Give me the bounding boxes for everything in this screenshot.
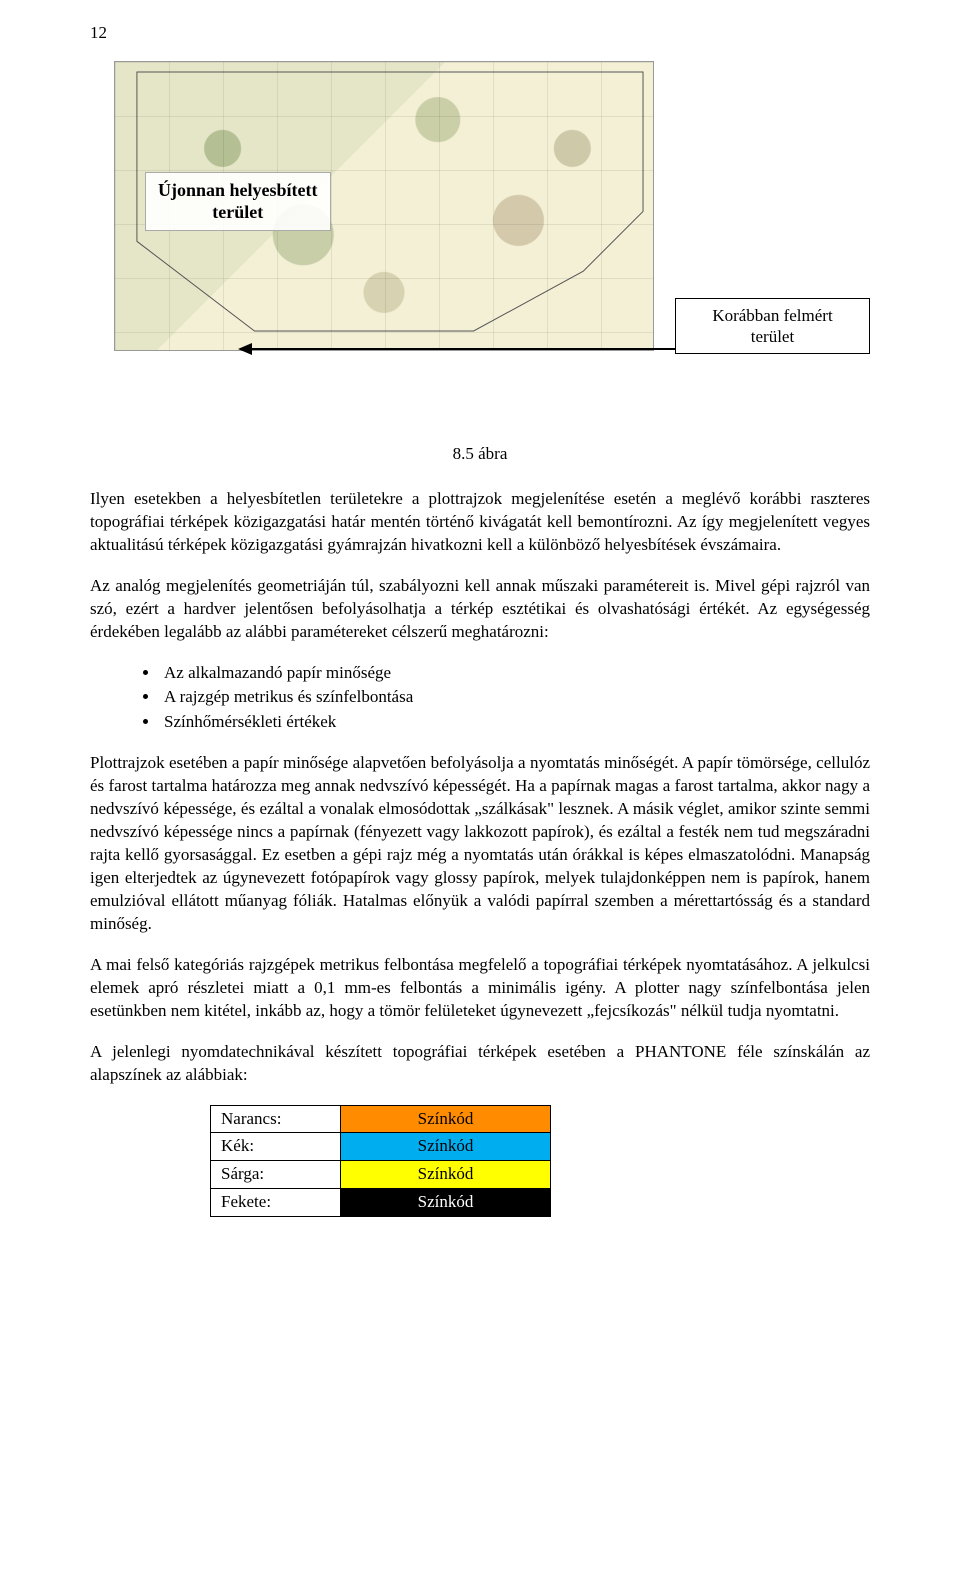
color-swatch-cell: Színkód xyxy=(341,1133,551,1161)
figure-area: Újonnan helyesbített terület Korábban fe… xyxy=(90,53,870,433)
color-name-cell: Fekete: xyxy=(211,1189,341,1217)
paragraph-5: A jelenlegi nyomdatechnikával készített … xyxy=(90,1041,870,1087)
bullet-list: Az alkalmazandó papír minősége A rajzgép… xyxy=(160,662,870,735)
table-row: Kék:Színkód xyxy=(211,1133,551,1161)
bullet-item: A rajzgép metrikus és színfelbontása xyxy=(160,686,870,709)
color-name-cell: Kék: xyxy=(211,1133,341,1161)
map-label-line2: terület xyxy=(212,202,263,222)
color-name-cell: Sárga: xyxy=(211,1161,341,1189)
paragraph-3: Plottrajzok esetében a papír minősége al… xyxy=(90,752,870,936)
color-table: Narancs:SzínkódKék:SzínkódSárga:SzínkódF… xyxy=(210,1105,551,1218)
table-row: Fekete:Színkód xyxy=(211,1189,551,1217)
page-number: 12 xyxy=(90,22,870,45)
bullet-item: Színhőmérsékleti értékek xyxy=(160,711,870,734)
color-swatch-cell: Színkód xyxy=(341,1105,551,1133)
callout-box: Korábban felmért terület xyxy=(675,298,870,355)
paragraph-1: Ilyen esetekben a helyesbítetlen terület… xyxy=(90,488,870,557)
callout-arrow xyxy=(240,348,680,350)
figure-caption: 8.5 ábra xyxy=(90,443,870,466)
table-row: Narancs:Színkód xyxy=(211,1105,551,1133)
map-annotation-label: Újonnan helyesbített terület xyxy=(145,172,331,231)
color-name-cell: Narancs: xyxy=(211,1105,341,1133)
paragraph-4: A mai felső kategóriás rajzgépek metriku… xyxy=(90,954,870,1023)
bullet-item: Az alkalmazandó papír minősége xyxy=(160,662,870,685)
callout-line2: terület xyxy=(751,327,794,346)
table-row: Sárga:Színkód xyxy=(211,1161,551,1189)
color-swatch-cell: Színkód xyxy=(341,1189,551,1217)
paragraph-2: Az analóg megjelenítés geometriáján túl,… xyxy=(90,575,870,644)
color-swatch-cell: Színkód xyxy=(341,1161,551,1189)
map-image: Újonnan helyesbített terület xyxy=(114,61,654,351)
callout-line1: Korábban felmért xyxy=(712,306,832,325)
map-label-line1: Újonnan helyesbített xyxy=(158,180,318,200)
